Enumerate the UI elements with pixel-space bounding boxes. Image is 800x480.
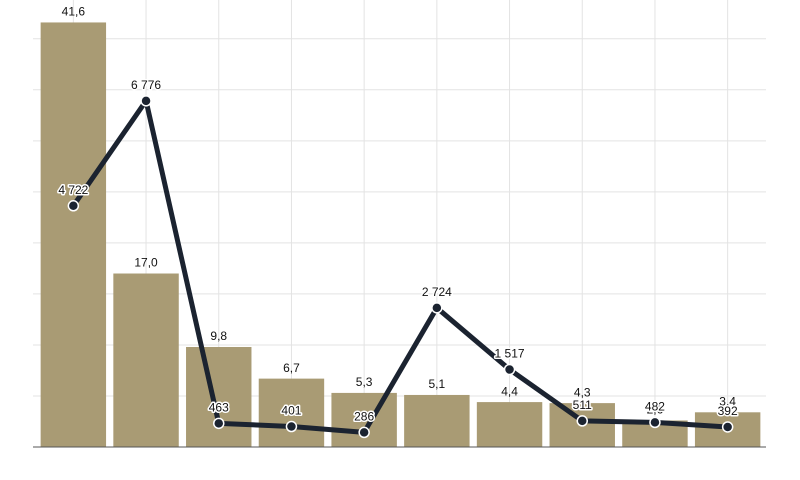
- bar-value-label: 17,0: [134, 256, 158, 270]
- bar-value-label: 6,7: [283, 361, 300, 375]
- line-value-label: 6 776: [131, 78, 161, 92]
- bar-value-label: 41,6: [62, 5, 86, 19]
- bar: [40, 22, 107, 447]
- bar: [476, 402, 543, 447]
- bar-value-label: 4,3: [574, 385, 591, 399]
- bar-value-label: 5,3: [356, 375, 373, 389]
- line-point: [576, 415, 588, 427]
- line-value-label: 511: [573, 398, 592, 412]
- line-point: [358, 426, 370, 439]
- line-point: [67, 200, 80, 212]
- bar: [113, 273, 179, 447]
- line-value-label: 1 517: [495, 347, 525, 361]
- bar-value-label: 9,8: [210, 329, 227, 343]
- bar: [404, 394, 470, 447]
- line-value-label: 2 724: [422, 285, 452, 299]
- line-value-label: 286: [354, 410, 374, 424]
- bar-value-label: 4,4: [501, 384, 518, 398]
- bar-value-label: 3,4: [719, 394, 736, 408]
- line-value-label: 482: [645, 400, 665, 414]
- line-value-label: 401: [281, 404, 301, 418]
- bar-value-label: 2,6: [647, 403, 664, 417]
- bar: [186, 346, 252, 447]
- bar-value-label: 5,1: [429, 377, 446, 391]
- line-point: [285, 420, 298, 433]
- line-value-label: 392: [718, 404, 738, 418]
- line-point: [649, 416, 661, 429]
- line-point: [431, 302, 443, 314]
- line: [71, 98, 728, 435]
- line-point: [721, 421, 734, 433]
- line-point: [503, 363, 516, 376]
- line-value-label: 4 722: [58, 183, 88, 197]
- line-point: [213, 417, 225, 430]
- line-value-label: 463: [209, 401, 229, 415]
- bar: [258, 378, 325, 447]
- line-point: [140, 95, 152, 107]
